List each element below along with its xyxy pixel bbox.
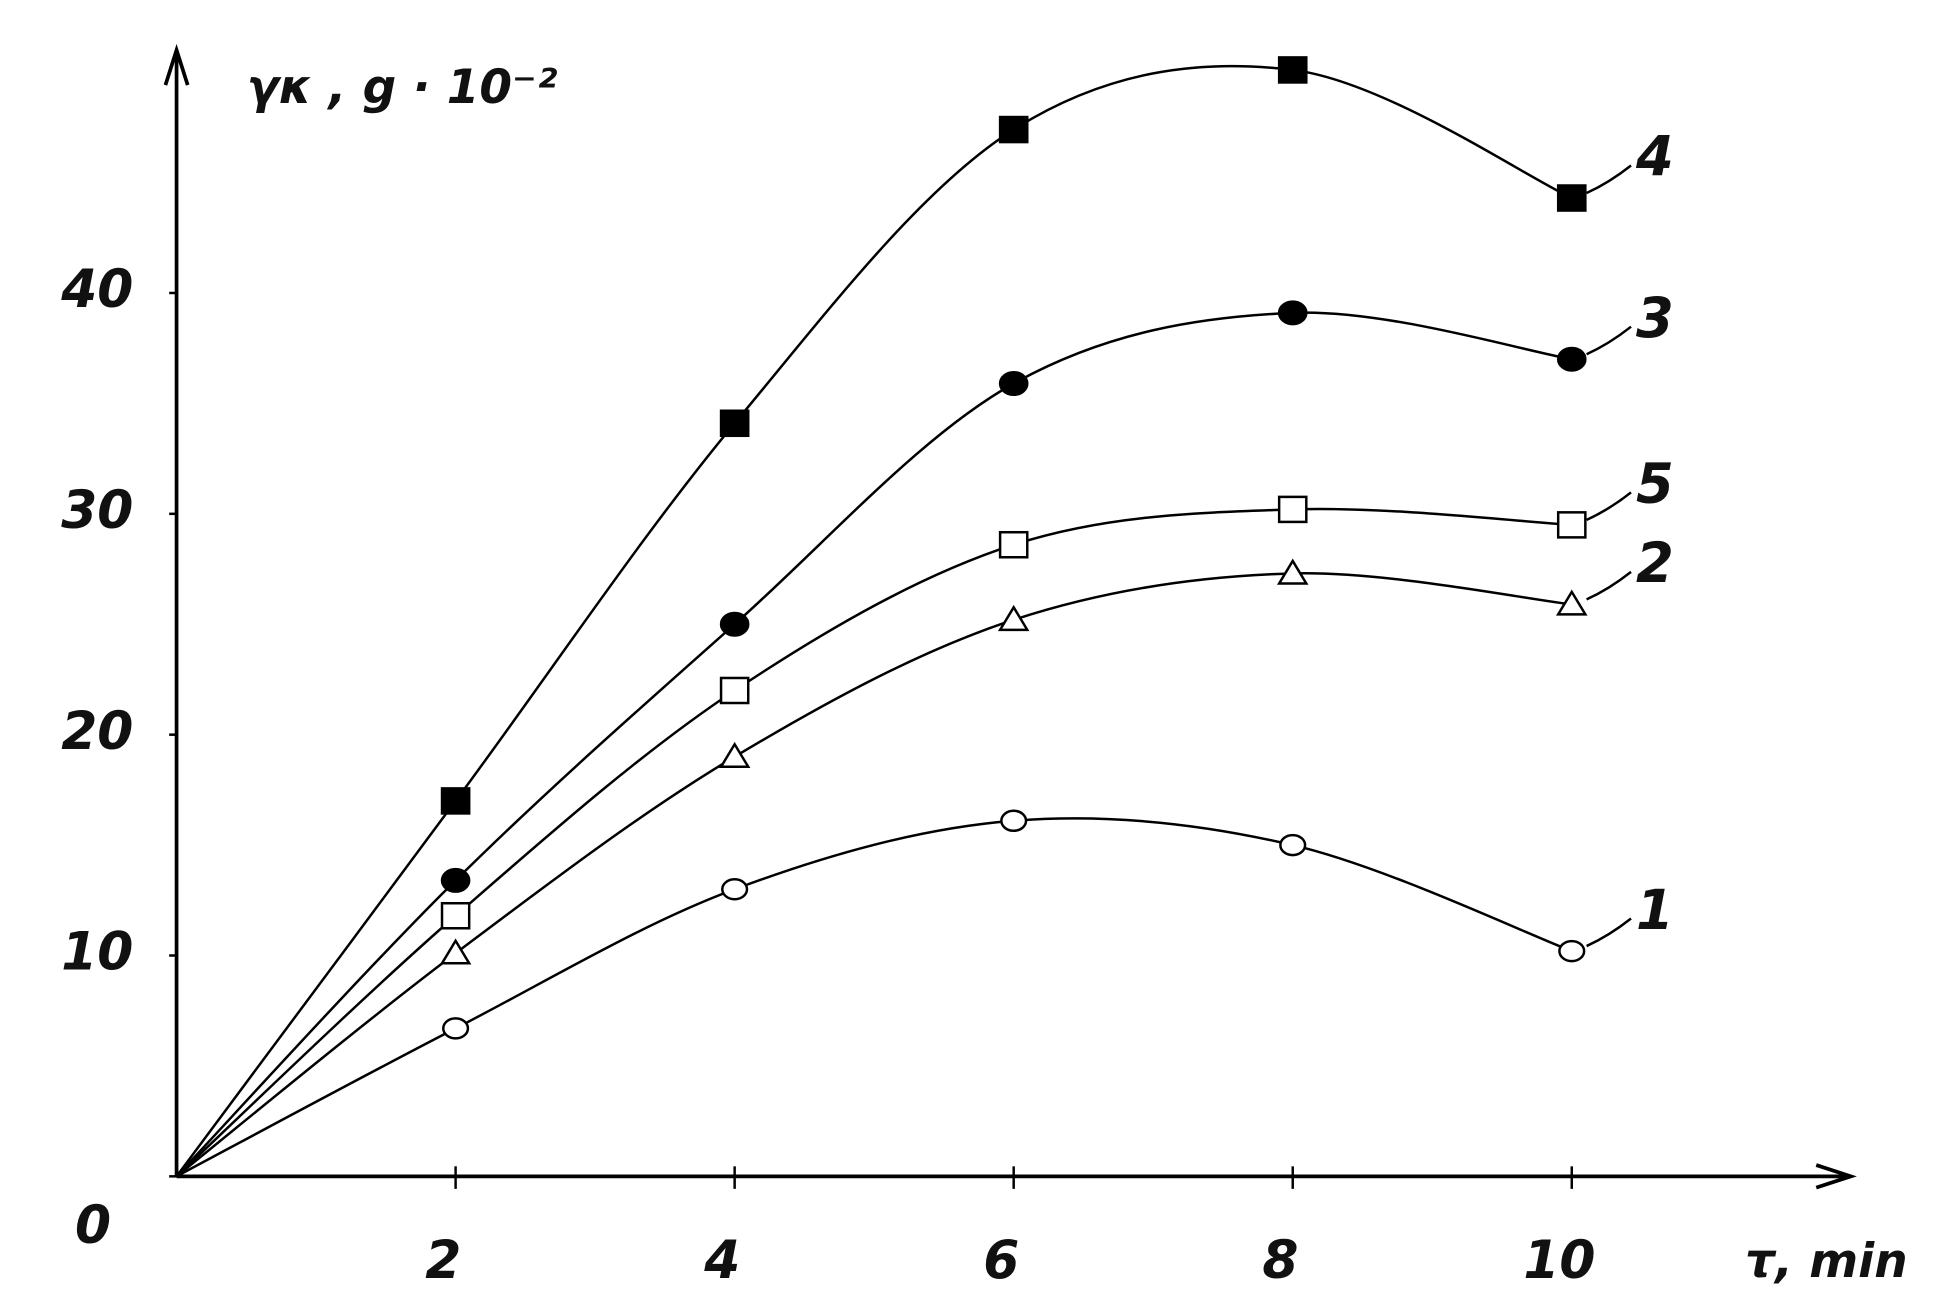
x-axis-arrow <box>1815 1163 1857 1190</box>
x-tick-label: 2 <box>425 1231 461 1291</box>
y-tick-label: 30 <box>61 481 133 541</box>
leader-line <box>1586 491 1632 522</box>
x-tick-label: 4 <box>703 1231 740 1291</box>
series-line <box>175 507 1572 1178</box>
series-label: 2 <box>1636 531 1674 595</box>
series-label: 5 <box>1636 451 1674 515</box>
marker <box>440 901 471 930</box>
y-tick-label: 40 <box>60 260 133 320</box>
marker <box>440 787 471 815</box>
leader-line <box>1586 570 1632 601</box>
marker <box>998 115 1029 144</box>
marker <box>721 877 749 901</box>
marker <box>1277 495 1308 524</box>
marker <box>718 741 751 769</box>
x-axis-label: τ, min <box>1745 1234 1907 1289</box>
marker <box>440 867 471 893</box>
marker <box>1556 346 1587 372</box>
leader-line <box>1586 325 1632 356</box>
y-axis-arrow <box>163 43 190 86</box>
marker <box>719 676 750 705</box>
marker <box>1556 511 1587 539</box>
x-tick-label: 6 <box>983 1231 1019 1291</box>
y-tick-label: 0 <box>75 1196 111 1256</box>
marker <box>998 371 1029 397</box>
x-tick-label: 10 <box>1523 1231 1595 1291</box>
y-axis-label: γκ , g · 10⁻² <box>247 60 558 115</box>
marker <box>1556 184 1587 212</box>
marker <box>442 1017 470 1040</box>
y-tick-label: 20 <box>61 701 133 761</box>
marker <box>719 409 750 438</box>
x-tick-label: 8 <box>1262 1231 1298 1291</box>
series-line <box>175 64 1573 1178</box>
marker <box>1279 833 1307 857</box>
series-line <box>175 572 1572 1178</box>
leader-line <box>1586 164 1632 195</box>
marker <box>1000 809 1028 833</box>
y-tick-label: 10 <box>61 922 133 982</box>
marker <box>1555 589 1588 616</box>
marker <box>1276 558 1309 585</box>
marker <box>998 530 1029 559</box>
series-line <box>175 817 1573 1178</box>
marker <box>1277 56 1308 84</box>
marker <box>997 604 1030 632</box>
marker <box>1277 300 1308 326</box>
series-line <box>175 311 1572 1178</box>
series-label: 4 <box>1635 124 1674 188</box>
series-label: 1 <box>1636 877 1674 941</box>
leader-line <box>1586 917 1632 948</box>
series-label: 3 <box>1636 286 1674 350</box>
marker <box>719 611 750 637</box>
marker <box>1558 939 1586 963</box>
marker <box>439 938 472 965</box>
